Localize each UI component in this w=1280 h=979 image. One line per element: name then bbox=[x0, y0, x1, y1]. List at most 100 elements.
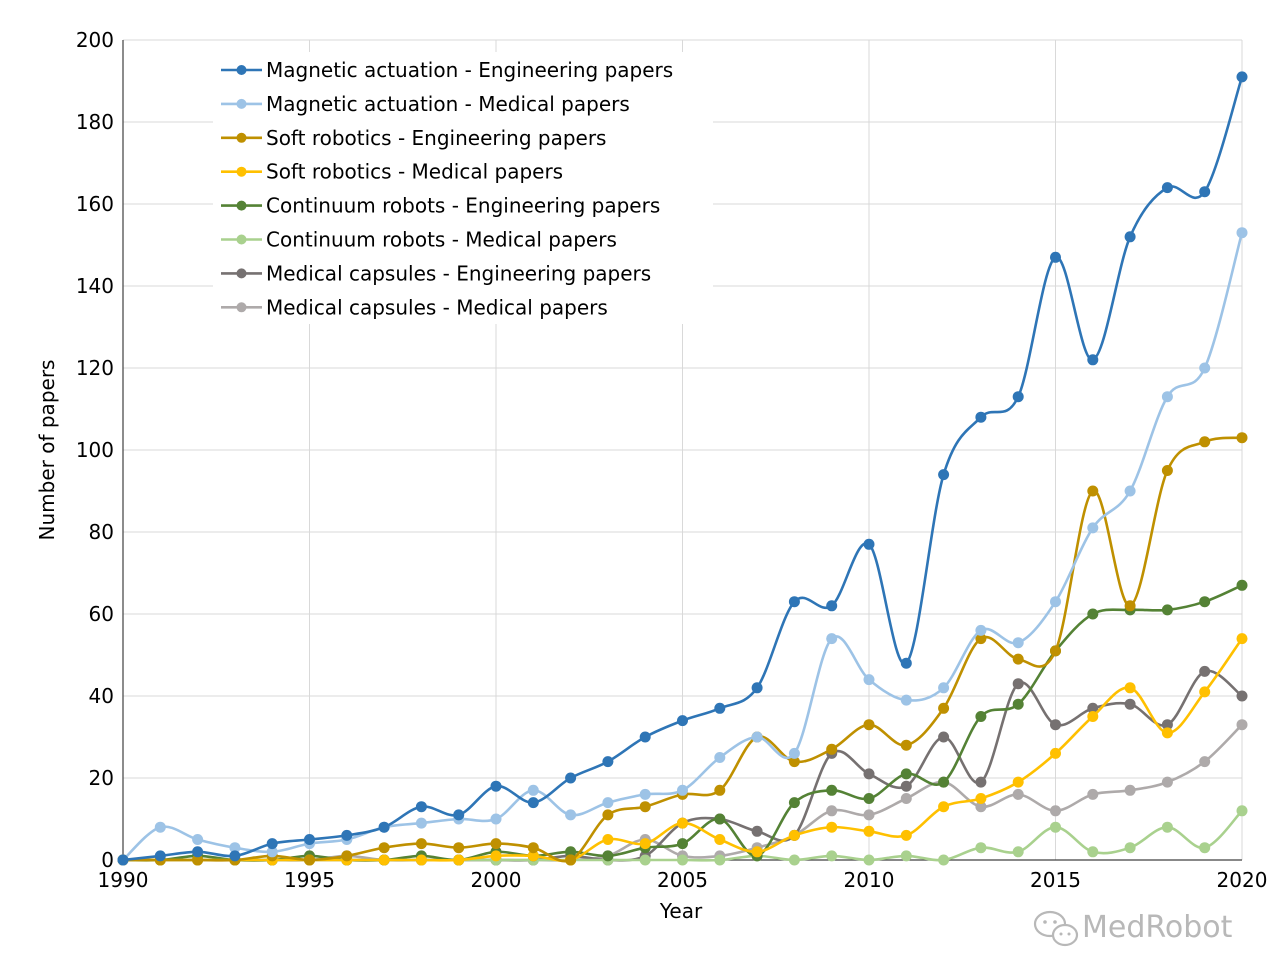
data-point bbox=[602, 797, 614, 809]
data-point bbox=[714, 813, 726, 825]
legend-item: Magnetic actuation - Medical papers bbox=[221, 92, 630, 116]
series bbox=[117, 71, 1248, 866]
series-1 bbox=[117, 227, 1248, 866]
data-point bbox=[527, 784, 539, 796]
data-point bbox=[341, 850, 353, 862]
legend-background bbox=[213, 52, 713, 324]
data-point bbox=[751, 846, 763, 858]
data-point bbox=[863, 809, 875, 821]
data-point bbox=[1050, 805, 1061, 817]
data-point bbox=[602, 756, 614, 768]
data-point bbox=[900, 768, 912, 780]
y-tick-label: 80 bbox=[89, 520, 114, 544]
data-point bbox=[900, 850, 912, 862]
data-point bbox=[602, 850, 614, 862]
x-tick-label: 2015 bbox=[1030, 868, 1081, 892]
data-point bbox=[677, 838, 688, 850]
data-point bbox=[975, 411, 987, 423]
y-tick-label: 160 bbox=[76, 192, 114, 216]
data-point bbox=[639, 731, 651, 743]
data-point bbox=[938, 854, 950, 866]
data-point bbox=[788, 854, 800, 866]
data-point bbox=[415, 838, 427, 850]
legend-label: Magnetic actuation - Medical papers bbox=[266, 92, 630, 116]
data-point bbox=[751, 682, 763, 694]
data-point bbox=[1124, 682, 1136, 694]
data-point bbox=[1199, 596, 1211, 608]
series-0 bbox=[117, 71, 1248, 866]
legend-swatch-marker bbox=[236, 98, 247, 109]
data-point bbox=[900, 793, 912, 804]
x-tick-label: 2010 bbox=[844, 868, 895, 892]
data-point bbox=[565, 772, 577, 784]
data-point bbox=[192, 846, 204, 858]
legend-swatch-marker bbox=[236, 302, 247, 313]
watermark-text: MedRobot bbox=[1082, 910, 1233, 945]
data-point bbox=[1161, 727, 1173, 739]
data-point bbox=[975, 624, 987, 636]
data-point bbox=[975, 793, 987, 804]
data-point bbox=[1087, 702, 1099, 714]
data-point bbox=[1050, 719, 1061, 731]
legend-label: Soft robotics - Medical papers bbox=[266, 160, 563, 184]
data-point bbox=[378, 842, 390, 854]
data-point bbox=[1236, 719, 1248, 731]
y-tick-label: 0 bbox=[101, 848, 114, 872]
data-point bbox=[975, 776, 987, 788]
legend-swatch-marker bbox=[236, 268, 247, 279]
data-point bbox=[415, 854, 427, 866]
data-point bbox=[192, 854, 204, 866]
x-axis-label: Year bbox=[659, 899, 703, 923]
data-point bbox=[938, 776, 950, 788]
data-point bbox=[1087, 522, 1099, 534]
legend-label: Medical capsules - Engineering papers bbox=[266, 261, 651, 285]
data-point bbox=[1199, 186, 1211, 198]
data-point bbox=[304, 854, 315, 866]
y-tick-label: 180 bbox=[76, 110, 114, 134]
data-point bbox=[1087, 711, 1099, 722]
y-tick-label: 100 bbox=[76, 438, 114, 462]
data-point bbox=[154, 850, 166, 862]
data-point bbox=[751, 731, 763, 743]
data-point bbox=[1012, 698, 1024, 710]
data-point bbox=[863, 854, 875, 866]
data-point bbox=[714, 752, 726, 763]
data-point bbox=[714, 854, 726, 866]
data-point bbox=[900, 657, 912, 669]
legend-swatch-marker bbox=[236, 234, 247, 245]
data-point bbox=[1050, 747, 1061, 759]
data-point bbox=[677, 817, 688, 829]
data-point bbox=[826, 784, 838, 796]
data-point bbox=[1124, 784, 1136, 796]
data-point bbox=[1087, 354, 1099, 366]
legend-swatch-marker bbox=[236, 166, 247, 177]
data-point bbox=[378, 821, 390, 833]
x-tick-label: 2000 bbox=[471, 868, 522, 892]
data-point bbox=[266, 846, 278, 858]
data-point bbox=[602, 834, 614, 845]
data-point bbox=[1199, 842, 1211, 854]
data-point bbox=[975, 801, 987, 813]
y-tick-label: 60 bbox=[89, 602, 114, 626]
legend-swatch-marker bbox=[236, 200, 247, 211]
data-point bbox=[453, 842, 465, 854]
data-point bbox=[341, 829, 353, 841]
data-point bbox=[1161, 821, 1173, 833]
legend-label: Soft robotics - Engineering papers bbox=[266, 126, 606, 150]
data-point bbox=[527, 797, 539, 809]
data-point bbox=[975, 842, 987, 854]
data-point bbox=[714, 702, 726, 714]
data-point bbox=[975, 633, 987, 645]
legend-item: Soft robotics - Engineering papers bbox=[221, 126, 606, 150]
data-point bbox=[863, 768, 875, 780]
y-tick-label: 140 bbox=[76, 274, 114, 298]
legend-label: Continuum robots - Medical papers bbox=[266, 228, 617, 252]
data-point bbox=[900, 829, 912, 841]
data-point bbox=[565, 854, 577, 866]
data-point bbox=[415, 801, 427, 813]
data-point bbox=[1124, 231, 1136, 243]
data-point bbox=[565, 846, 577, 858]
data-point bbox=[938, 469, 950, 481]
data-point bbox=[677, 715, 688, 727]
